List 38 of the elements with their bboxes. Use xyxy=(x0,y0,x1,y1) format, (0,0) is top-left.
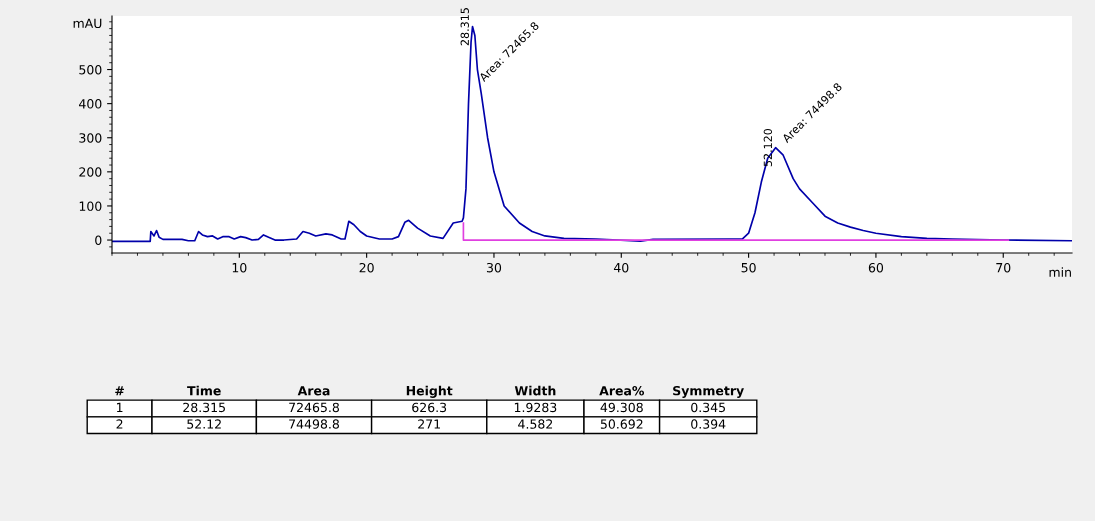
x-tick-label: 60 xyxy=(868,262,884,273)
annotation: 52.120 xyxy=(763,128,773,167)
y-tick-label: 400 xyxy=(79,99,102,109)
text: Height xyxy=(406,385,453,398)
annotation: 28.315 xyxy=(460,8,469,46)
text: Area% xyxy=(599,386,645,396)
x-tick-label: 70 xyxy=(996,262,1011,273)
text: Symmetry xyxy=(673,385,744,398)
text: 4.582 xyxy=(518,419,553,429)
x-tick-label: 10 xyxy=(232,262,247,273)
text: 1 xyxy=(117,402,123,412)
y-tick-label: 300 xyxy=(79,133,102,143)
text: 0.345 xyxy=(691,402,725,413)
y-tick-label: 100 xyxy=(79,201,102,211)
x-tick-label: 20 xyxy=(359,262,374,273)
y-tick-label: 500 xyxy=(79,65,102,75)
x-axis-title: min xyxy=(1049,267,1071,277)
y-tick-label: 200 xyxy=(79,167,102,177)
text: 28.315 xyxy=(183,402,225,413)
x-tick-label: 30 xyxy=(486,262,502,273)
y-axis-title: mAU xyxy=(73,18,102,29)
text: 52.12 xyxy=(187,419,221,429)
x-tick-label: 50 xyxy=(741,262,756,273)
text: Width xyxy=(514,385,556,396)
text: 626.3 xyxy=(412,402,447,413)
text: 50.692 xyxy=(600,419,643,429)
text: Time xyxy=(187,385,221,396)
text: 1.9283 xyxy=(514,402,557,413)
text: 271 xyxy=(418,419,440,429)
x-tick-label: 40 xyxy=(613,262,629,273)
text: 72465.8 xyxy=(289,402,339,413)
text: 49.308 xyxy=(600,402,643,413)
text: 0.394 xyxy=(691,419,726,429)
text: # xyxy=(115,386,124,396)
y-tick-label: 0 xyxy=(95,235,102,245)
text: Area xyxy=(297,386,330,396)
text: 74498.8 xyxy=(289,419,339,429)
text: 2 xyxy=(116,419,123,429)
